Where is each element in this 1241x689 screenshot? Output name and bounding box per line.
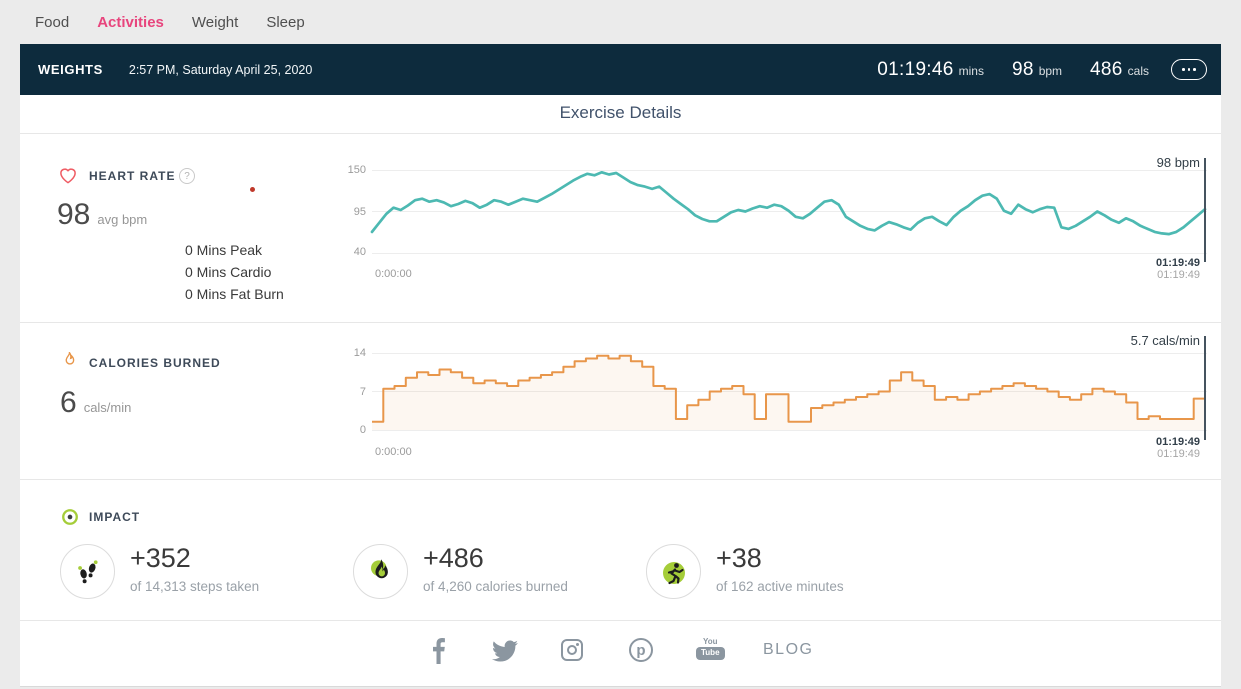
heart-rate-section-label: HEART RATE (89, 169, 176, 183)
nav-tab-food[interactable]: Food (35, 13, 70, 31)
cal-ytick-7: 7 (359, 386, 366, 398)
bpm-stat: 98 bpm (1012, 59, 1062, 81)
twitter-icon[interactable] (492, 640, 518, 662)
avg-calories: 6 cals/min (60, 386, 131, 420)
runner-icon (662, 561, 685, 584)
calories-chart[interactable] (372, 353, 1205, 430)
minutes-impact: +38 of 162 active minutes (716, 543, 844, 594)
blog-link[interactable]: BLOG (763, 641, 814, 658)
divider (20, 620, 1221, 621)
minutes-impact-value: +38 (716, 543, 762, 573)
page-title: Exercise Details (559, 103, 682, 122)
cal-cursor-line[interactable] (1204, 336, 1206, 440)
help-icon[interactable]: ? (179, 168, 195, 184)
cal-cursor-time: 01:19:49 (1155, 436, 1200, 448)
ellipsis-icon (1182, 68, 1185, 71)
avg-heart-rate-unit: avg bpm (97, 212, 148, 227)
gridline (372, 353, 1207, 354)
gridline (372, 170, 1207, 171)
minutes-impact-circle (646, 544, 701, 599)
cals-value: 486 (1090, 58, 1123, 80)
hr-ytick-150: 150 (347, 164, 366, 176)
exercise-header-bar: WEIGHTS 2:57 PM, Saturday April 25, 2020… (20, 44, 1221, 95)
bullseye-icon (62, 509, 78, 525)
more-options-button[interactable] (1171, 59, 1207, 80)
calories-step-fill (372, 355, 1205, 430)
calories-section-label: CALORIES BURNED (89, 356, 221, 370)
calories-impact-caption: of 4,260 calories burned (423, 579, 568, 594)
top-navigation: Food Activities Weight Sleep (0, 0, 1241, 44)
duration-value: 01:19:46 (877, 58, 954, 80)
gridline (372, 391, 1207, 392)
cal-cursor-time-sub: 01:19:49 (1157, 448, 1200, 460)
nav-tab-weight[interactable]: Weight (191, 13, 239, 31)
zone-fat-burn: 0 Mins Fat Burn (185, 286, 284, 302)
gridline (372, 430, 1207, 431)
divider (20, 322, 1221, 323)
gridline (372, 253, 1207, 254)
hr-ytick-95: 95 (353, 206, 366, 218)
exercise-summary-stats: 01:19:46 mins 98 bpm 486 cals (877, 59, 1149, 81)
flame-green-icon (370, 558, 388, 578)
steps-impact-circle (60, 544, 115, 599)
cals-unit: cals (1127, 63, 1149, 78)
divider (20, 479, 1221, 480)
flame-icon (65, 352, 75, 365)
duration-unit: mins (958, 63, 984, 78)
content-card (20, 44, 1221, 686)
steps-impact-caption: of 14,313 steps taken (130, 579, 260, 594)
bpm-unit: bpm (1038, 63, 1063, 78)
avg-heart-rate-value: 98 (57, 198, 91, 231)
hr-cursor-value: 98 bpm (1156, 155, 1200, 170)
hr-xtick-start: 0:00:00 (375, 268, 412, 280)
bpm-value: 98 (1011, 58, 1034, 80)
avg-calories-unit: cals/min (83, 400, 132, 415)
cals-stat: 486 cals (1090, 59, 1149, 81)
calories-step-line (372, 354, 1205, 423)
hr-cursor-time: 01:19:49 (1155, 257, 1200, 269)
card-bottom-border (20, 686, 1221, 687)
exercise-type-label: WEIGHTS (38, 62, 103, 77)
steps-impact-value: +352 (130, 543, 191, 573)
heart-rate-chart[interactable] (370, 170, 1207, 253)
impact-section-label: IMPACT (89, 510, 141, 524)
heart-icon (60, 168, 76, 184)
heart-rate-zones: 0 Mins Peak 0 Mins Cardio 0 Mins Fat Bur… (185, 239, 284, 305)
zone-peak: 0 Mins Peak (185, 242, 263, 258)
divider (20, 133, 1221, 134)
exercise-datetime: 2:57 PM, Saturday April 25, 2020 (128, 62, 313, 77)
cal-cursor-value: 5.7 cals/min (1130, 333, 1200, 348)
calories-impact-value: +486 (423, 543, 484, 573)
cal-ytick-0: 0 (359, 424, 366, 436)
cal-ytick-14: 14 (353, 347, 366, 359)
cal-xtick-start: 0:00:00 (375, 446, 412, 458)
minutes-impact-caption: of 162 active minutes (716, 579, 844, 594)
youtube-icon[interactable]: You Tube (696, 637, 725, 660)
youtube-tube-label: Tube (696, 647, 725, 660)
pinterest-icon[interactable]: p (629, 638, 653, 662)
steps-impact: +352 of 14,313 steps taken (130, 543, 259, 594)
avg-heart-rate: 98 avg bpm (57, 198, 147, 232)
calories-impact-circle (353, 544, 408, 599)
hr-cursor-line[interactable] (1204, 158, 1206, 262)
nav-tab-activities[interactable]: Activities (97, 13, 164, 31)
hr-ytick-40: 40 (353, 246, 366, 258)
youtube-you-label: You (703, 637, 718, 646)
footprints-icon (77, 559, 98, 583)
zone-cardio: 0 Mins Cardio (185, 264, 272, 280)
pinterest-letter: p (636, 641, 646, 659)
duration-stat: 01:19:46 mins (877, 59, 984, 81)
red-dot-marker (250, 187, 255, 192)
facebook-icon[interactable] (430, 636, 447, 664)
hr-cursor-time-sub: 01:19:49 (1157, 269, 1200, 281)
calories-impact: +486 of 4,260 calories burned (423, 543, 568, 594)
nav-tab-sleep[interactable]: Sleep (266, 13, 305, 31)
heart-rate-polyline (370, 170, 1207, 236)
avg-calories-value: 6 (60, 386, 77, 419)
instagram-icon[interactable] (561, 639, 583, 661)
